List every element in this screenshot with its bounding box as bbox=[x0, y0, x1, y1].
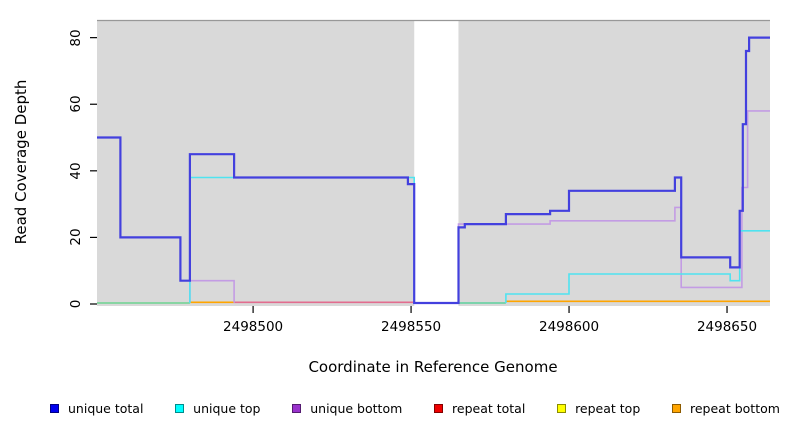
y-tick-label: 0 bbox=[68, 299, 84, 309]
legend-item-unique-total: unique total bbox=[50, 401, 143, 416]
legend-swatch-icon bbox=[50, 403, 59, 413]
legend-item-unique-bottom: unique bottom bbox=[292, 401, 402, 416]
legend-swatch-icon bbox=[557, 403, 567, 413]
legend-item-unique-top: unique top bbox=[175, 401, 260, 416]
plot-canvas bbox=[90, 19, 770, 313]
x-tick-label: 2498650 bbox=[696, 319, 758, 335]
legend-item-repeat-total: repeat total bbox=[434, 401, 525, 416]
legend-swatch-icon bbox=[434, 403, 444, 413]
legend-swatch-icon bbox=[292, 403, 302, 413]
y-tick-label: 80 bbox=[68, 29, 84, 47]
x-axis-title: Coordinate in Reference Genome bbox=[308, 358, 558, 376]
y-tick-label: 60 bbox=[68, 95, 84, 113]
x-tick-label: 2498550 bbox=[381, 319, 442, 335]
legend-swatch-icon bbox=[175, 403, 185, 413]
legend-label: repeat total bbox=[452, 400, 526, 416]
series-unique-total bbox=[97, 36, 770, 305]
legend: unique total unique top unique bottom repea… bbox=[0, 397, 792, 419]
masked-region bbox=[414, 21, 459, 306]
y-tick-label: 20 bbox=[68, 228, 84, 246]
legend-label: repeat bottom bbox=[690, 400, 780, 416]
legend-label: repeat top bbox=[575, 400, 641, 416]
x-tick-label: 2498500 bbox=[223, 319, 284, 335]
legend-item-repeat-top: repeat top bbox=[557, 401, 640, 416]
y-tick-label: 40 bbox=[68, 162, 84, 180]
legend-item-repeat-bottom: repeat bottom bbox=[672, 401, 780, 416]
legend-swatch-icon bbox=[672, 403, 681, 413]
legend-label: unique total bbox=[68, 400, 144, 416]
legend-label: unique bottom bbox=[310, 400, 403, 416]
y-axis-title: Read Coverage Depth bbox=[12, 79, 30, 245]
x-tick-label: 2498600 bbox=[538, 319, 600, 335]
legend-label: unique top bbox=[193, 400, 261, 416]
